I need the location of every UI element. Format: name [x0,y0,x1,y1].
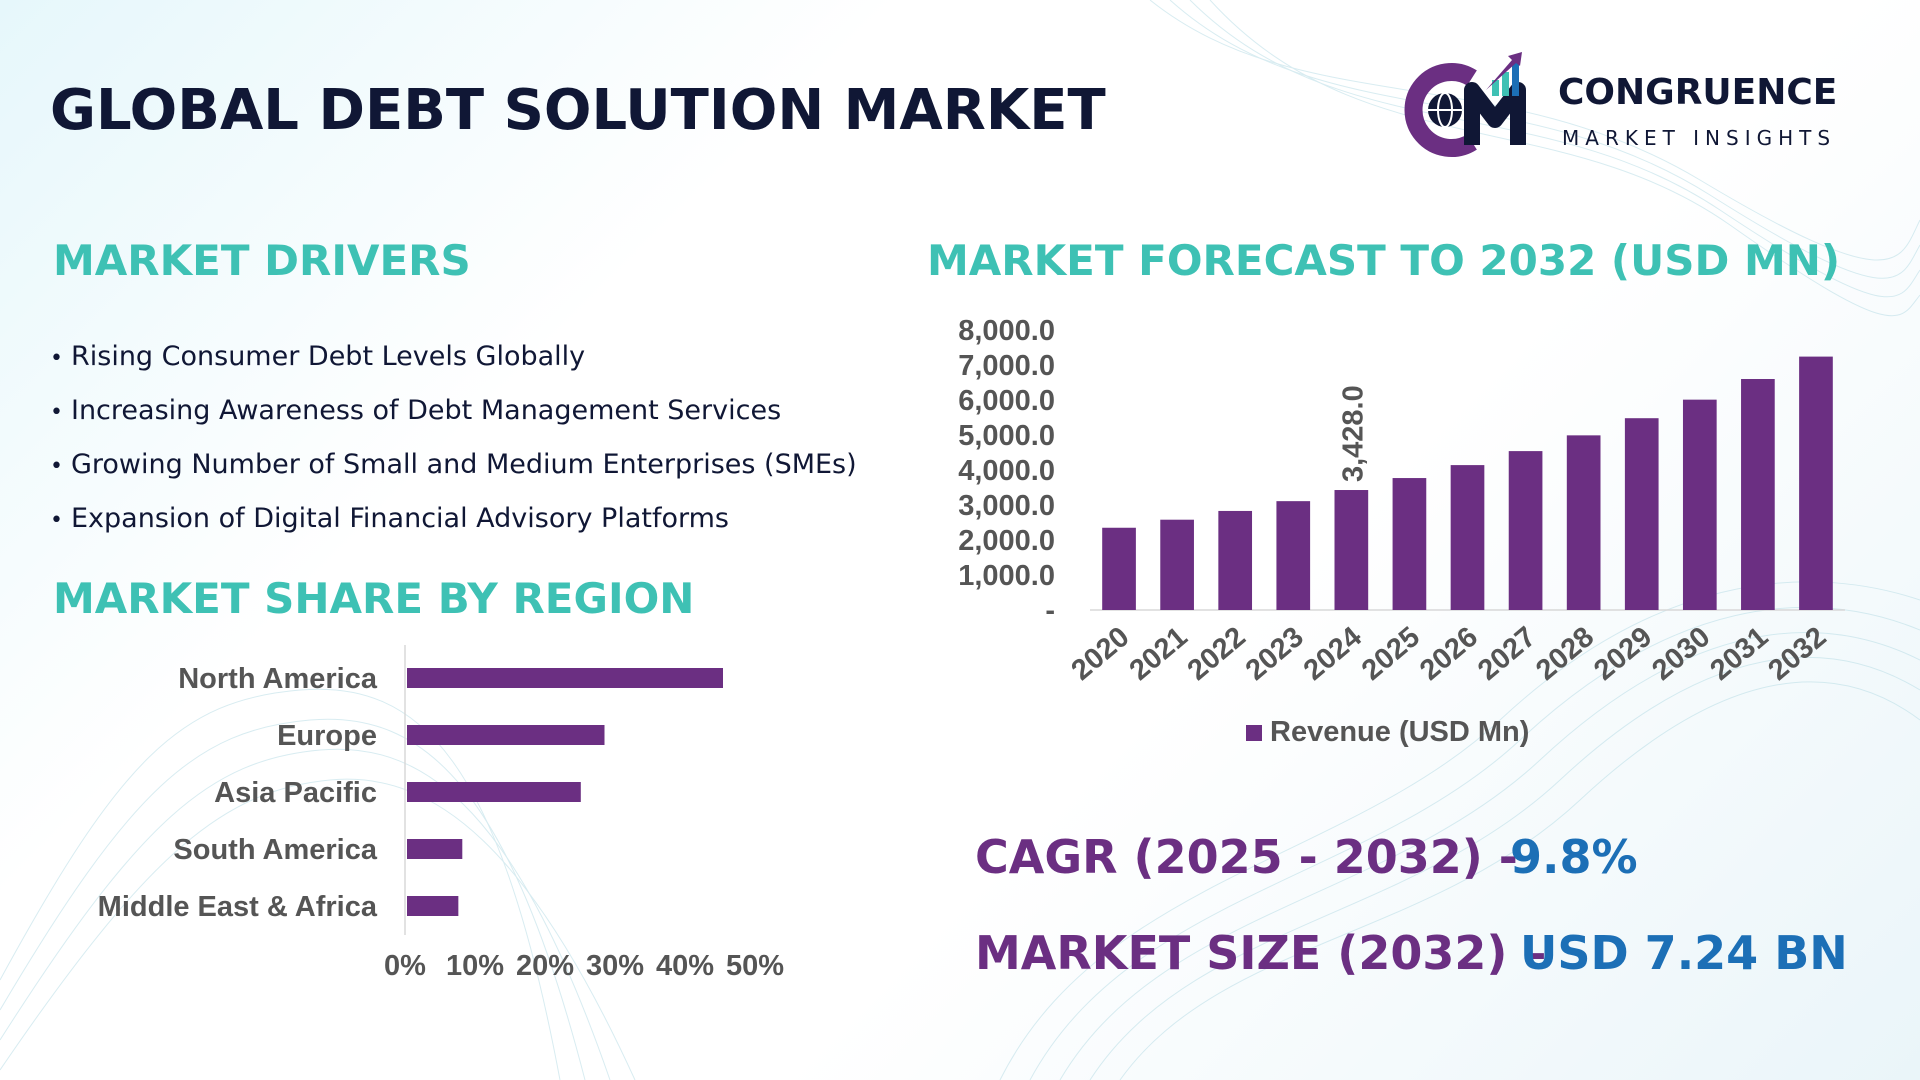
region-bar [407,668,723,688]
forecast-heading: MARKET FORECAST TO 2032 (USD MN) [927,236,1841,285]
forecast-data-label: 3,428.0 [1337,385,1369,482]
page-title: GLOBAL DEBT SOLUTION MARKET [50,78,1106,143]
forecast-bar [1624,418,1659,610]
forecast-y-tick-label: 1,000.0 [958,560,1055,592]
legend-swatch [1246,724,1262,741]
forecast-y-tick-label: 4,000.0 [958,455,1055,487]
region-bar [407,782,581,802]
region-x-tick-label: 10% [446,950,504,982]
logo-tagline: MARKET INSIGHTS [1562,126,1837,150]
driver-item: Expansion of Digital Financial Advisory … [50,500,857,554]
region-bar [407,896,459,916]
forecast-x-tick-label: 2032 [1762,621,1832,687]
logo-mark [1404,52,1526,157]
market-drivers-list: Rising Consumer Debt Levels Globally Inc… [50,338,857,554]
forecast-bar [1392,478,1427,610]
legend-label: Revenue (USD Mn) [1270,716,1530,748]
forecast-x-tick-label: 2028 [1530,621,1600,687]
forecast-x-tick-label: 2020 [1066,621,1136,687]
market-size-value: USD 7.24 BN [1520,926,1848,980]
forecast-bar [1218,510,1253,610]
region-x-tick-label: 0% [384,950,426,982]
region-share-chart: North America Europe Asia Pacific South Ame… [98,645,784,982]
forecast-x-tick-label: 2022 [1182,621,1252,687]
cagr-label: CAGR (2025 - 2032) - [975,830,1518,884]
region-x-tick-label: 50% [726,950,784,982]
region-x-tick-label: 40% [656,950,714,982]
forecast-bar [1102,527,1136,610]
forecast-y-tick-label: 5,000.0 [958,420,1055,452]
driver-item: Rising Consumer Debt Levels Globally [50,338,857,392]
forecast-bar [1508,451,1543,610]
logo-name: CONGRUENCE [1558,72,1838,113]
forecast-bar [1450,465,1485,610]
forecast-x-tick-label: 2030 [1646,621,1716,687]
growth-arrow-icon [1486,52,1522,96]
forecast-x-tick-label: 2029 [1588,621,1658,687]
forecast-y-tick-label: 7,000.0 [958,350,1055,382]
market-drivers-heading: MARKET DRIVERS [53,236,471,285]
region-x-tick-label: 20% [516,950,574,982]
forecast-x-tick-label: 2023 [1240,621,1310,687]
region-share-heading: MARKET SHARE BY REGION [53,574,695,623]
region-bar [407,839,463,859]
forecast-chart: -1,000.02,000.03,000.04,000.05,000.06,00… [958,315,1845,687]
forecast-x-tick-label: 2027 [1472,621,1542,687]
forecast-bar [1160,519,1194,610]
forecast-bar [1276,501,1311,610]
forecast-y-tick-label: 3,000.0 [958,490,1055,522]
company-logo: CONGRUENCE MARKET INSIGHTS [1400,50,1880,160]
forecast-x-tick-label: 2025 [1356,621,1426,687]
region-bar [407,725,605,745]
forecast-bar [1334,490,1369,610]
forecast-y-tick-label: 2,000.0 [958,525,1055,557]
region-category-label: Europe [277,720,377,752]
forecast-x-tick-label: 2026 [1414,621,1484,687]
forecast-legend: Revenue (USD Mn) [1246,716,1529,749]
region-category-label: Middle East & Africa [98,891,378,923]
market-size-label: MARKET SIZE (2032) – [975,926,1547,980]
forecast-bar [1799,356,1833,610]
driver-item: Growing Number of Small and Medium Enter… [50,446,857,500]
region-category-label: North America [178,663,378,695]
region-category-label: South America [173,834,377,866]
region-category-label: Asia Pacific [214,777,377,809]
forecast-bar [1682,399,1717,610]
forecast-y-tick-label: - [1045,595,1055,627]
forecast-bar [1741,379,1775,610]
forecast-x-tick-label: 2031 [1704,621,1774,687]
cagr-value: 9.8% [1510,830,1638,884]
forecast-bar [1566,435,1601,610]
forecast-x-tick-label: 2021 [1124,621,1194,687]
forecast-y-tick-label: 8,000.0 [958,315,1055,347]
forecast-y-tick-label: 6,000.0 [958,385,1055,417]
forecast-x-tick-label: 2024 [1298,621,1368,687]
region-x-tick-label: 30% [586,950,644,982]
driver-item: Increasing Awareness of Debt Management … [50,392,857,446]
